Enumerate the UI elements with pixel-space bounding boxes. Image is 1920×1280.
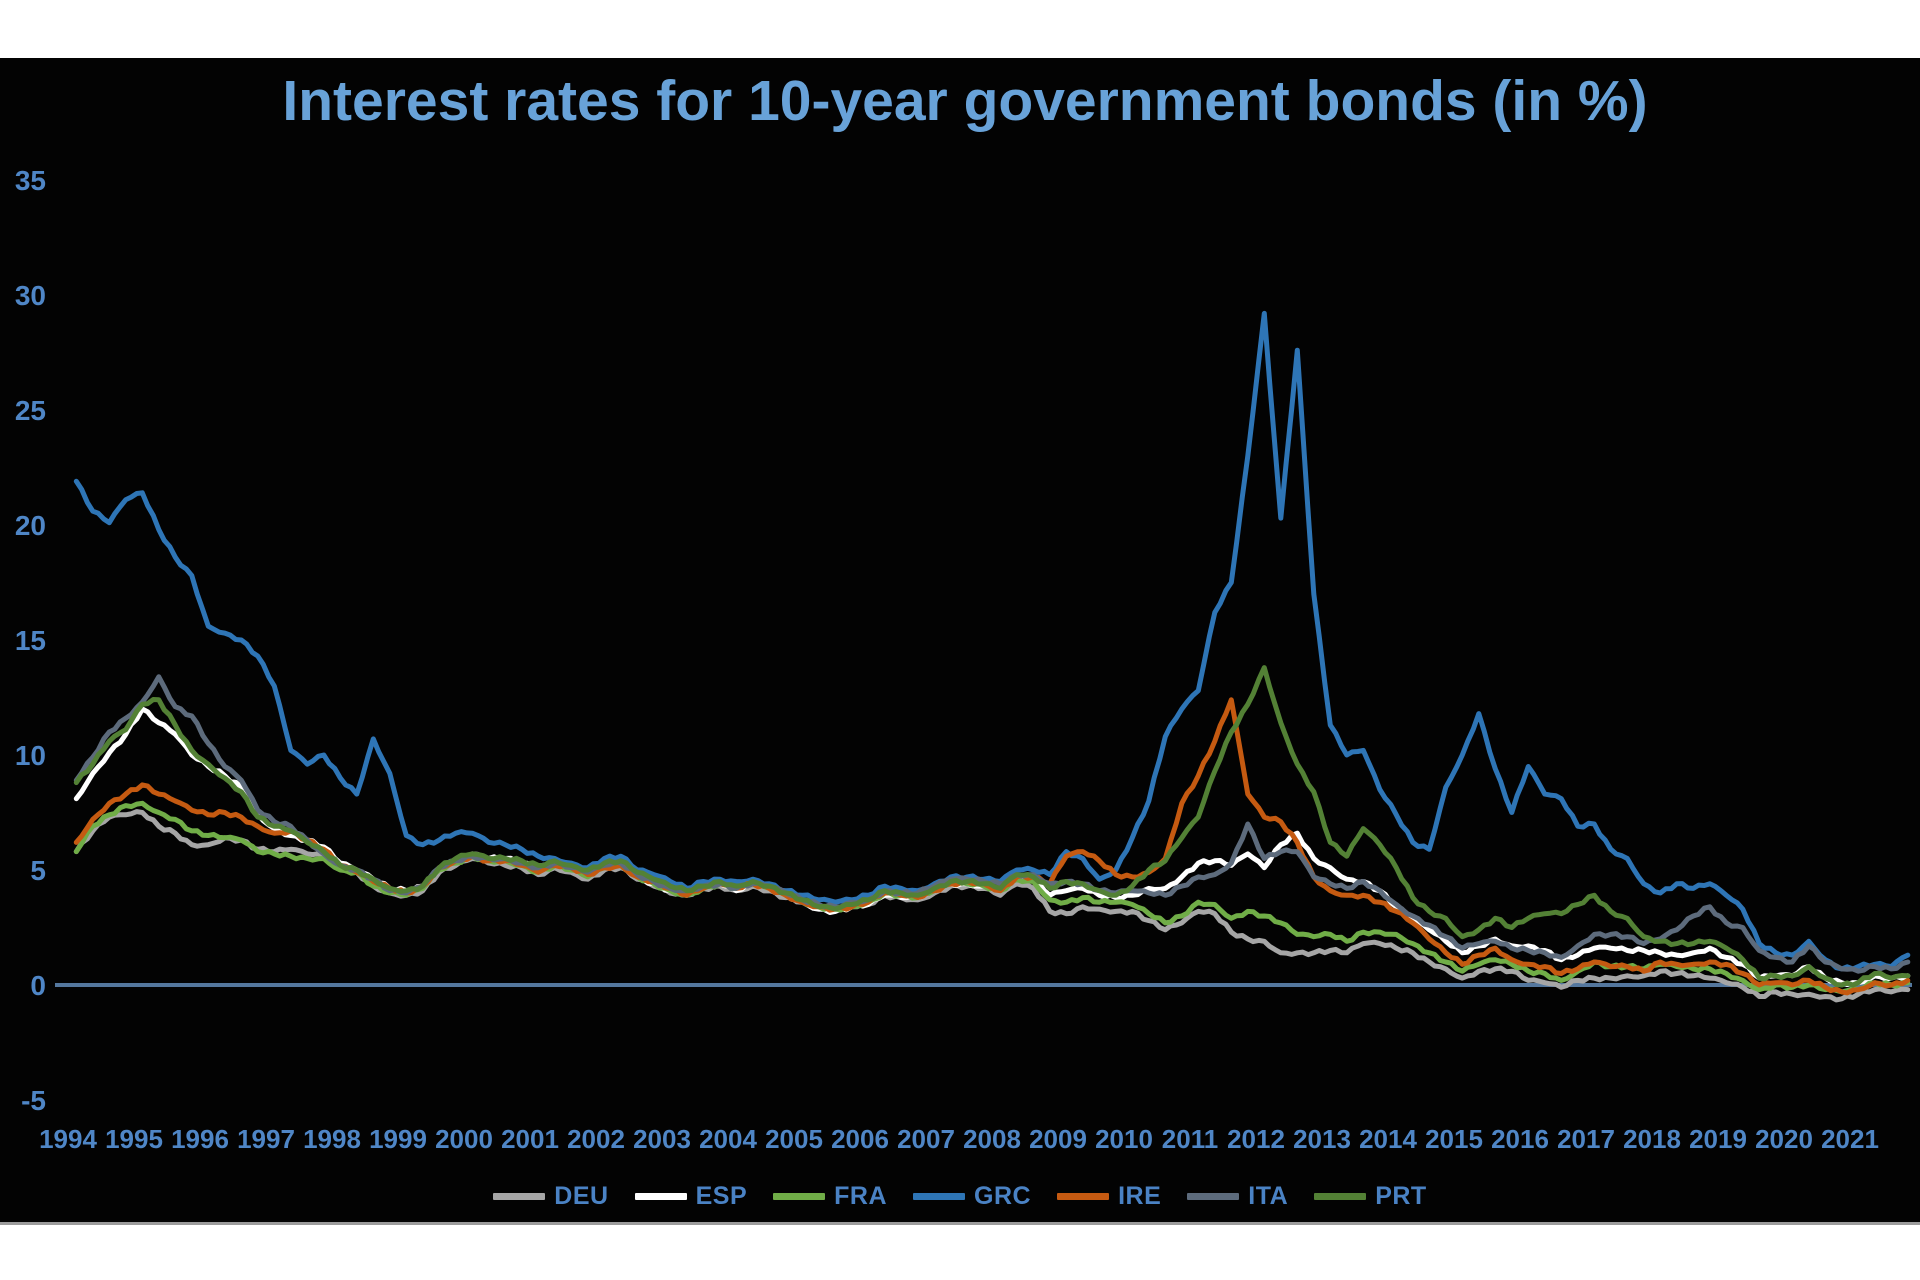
x-tick-label: 1997 — [237, 1124, 295, 1154]
x-tick-label: 1999 — [369, 1124, 427, 1154]
legend-item-ITA: ITA — [1187, 1182, 1288, 1211]
y-tick-label: 25 — [15, 395, 46, 426]
legend-label-ESP: ESP — [695, 1181, 748, 1210]
x-tick-label: 2001 — [501, 1124, 559, 1154]
y-tick-label: 15 — [15, 625, 46, 656]
legend-swatch-PRT — [1314, 1192, 1367, 1200]
x-tick-label: 2007 — [897, 1124, 955, 1154]
x-tick-label: 2011 — [1162, 1124, 1218, 1154]
chart-panel — [0, 58, 1920, 1225]
legend-item-GRC: GRC — [913, 1182, 1031, 1211]
y-tick-label: 30 — [15, 280, 46, 311]
x-tick-label: 2008 — [963, 1124, 1021, 1154]
chart-title: Interest rates for 10-year government bo… — [282, 69, 1647, 133]
legend-swatch-ESP — [634, 1192, 687, 1200]
x-axis: 1994 1995 1996 1997 1998 1999 2000 2001 2002 2003… — [39, 1124, 1879, 1154]
legend-label-GRC: GRC — [974, 1181, 1032, 1210]
y-tick-label: 5 — [30, 855, 46, 886]
x-tick-label: 2013 — [1293, 1124, 1351, 1154]
x-tick-label: 2021 — [1821, 1124, 1879, 1154]
y-axis: 35 30 25 20 15 10 5 0 -5 — [15, 165, 46, 1116]
legend-label-ITA: ITA — [1248, 1181, 1289, 1210]
legend-swatch-IRE — [1057, 1192, 1110, 1200]
legend-swatch-FRA — [773, 1192, 826, 1200]
x-tick-label: 2014 — [1359, 1124, 1417, 1154]
x-tick-label: 2004 — [699, 1124, 757, 1154]
x-tick-label: 2010 — [1095, 1124, 1153, 1154]
legend-swatch-DEU — [493, 1192, 546, 1200]
x-tick-label: 2012 — [1227, 1124, 1285, 1154]
x-tick-label: 2017 — [1557, 1124, 1615, 1154]
legend-label-IRE: IRE — [1118, 1181, 1162, 1210]
legend-item-ESP: ESP — [634, 1181, 748, 1211]
x-tick-label: 2002 — [567, 1124, 625, 1154]
x-tick-label: 2003 — [633, 1124, 691, 1154]
legend-item-PRT: PRT — [1314, 1182, 1427, 1211]
y-tick-label: -5 — [21, 1085, 46, 1116]
x-tick-label: 2005 — [765, 1124, 823, 1154]
series-line-FRA — [73, 800, 1911, 995]
legend-label-FRA: FRA — [834, 1181, 888, 1210]
legend-item-FRA: FRA — [773, 1182, 887, 1211]
y-tick-label: 0 — [30, 970, 46, 1001]
x-tick-label: 2000 — [435, 1124, 493, 1154]
legend-label-PRT: PRT — [1375, 1181, 1427, 1210]
x-tick-label: 2020 — [1755, 1124, 1813, 1154]
chart-legend: DEU ESP FRA GRC IRE ITA PRT — [0, 1176, 1920, 1216]
x-tick-label: 2018 — [1623, 1124, 1681, 1154]
legend-swatch-ITA — [1187, 1192, 1240, 1200]
legend-item-DEU: DEU — [493, 1182, 608, 1211]
x-tick-label: 1995 — [105, 1124, 163, 1154]
series-line-DEU — [73, 809, 1911, 1003]
series-line-PRT — [73, 665, 1911, 988]
legend-item-IRE: IRE — [1057, 1182, 1161, 1211]
y-tick-label: 20 — [15, 510, 46, 541]
x-tick-label: 1998 — [303, 1124, 361, 1154]
x-tick-label: 1994 — [39, 1124, 97, 1154]
legend-label-DEU: DEU — [554, 1181, 609, 1210]
x-tick-label: 2009 — [1029, 1124, 1087, 1154]
series-line-GRC — [73, 310, 1911, 972]
x-tick-label: 2016 — [1491, 1124, 1549, 1154]
x-tick-label: 1996 — [171, 1124, 229, 1154]
x-tick-label: 2006 — [831, 1124, 889, 1154]
x-tick-label: 2019 — [1689, 1124, 1747, 1154]
series-lines — [73, 310, 1911, 1003]
y-tick-label: 35 — [15, 165, 46, 196]
x-tick-label: 2015 — [1425, 1124, 1483, 1154]
series-line-ESP — [73, 706, 1911, 987]
legend-swatch-GRC — [913, 1192, 966, 1200]
y-tick-label: 10 — [15, 740, 46, 771]
